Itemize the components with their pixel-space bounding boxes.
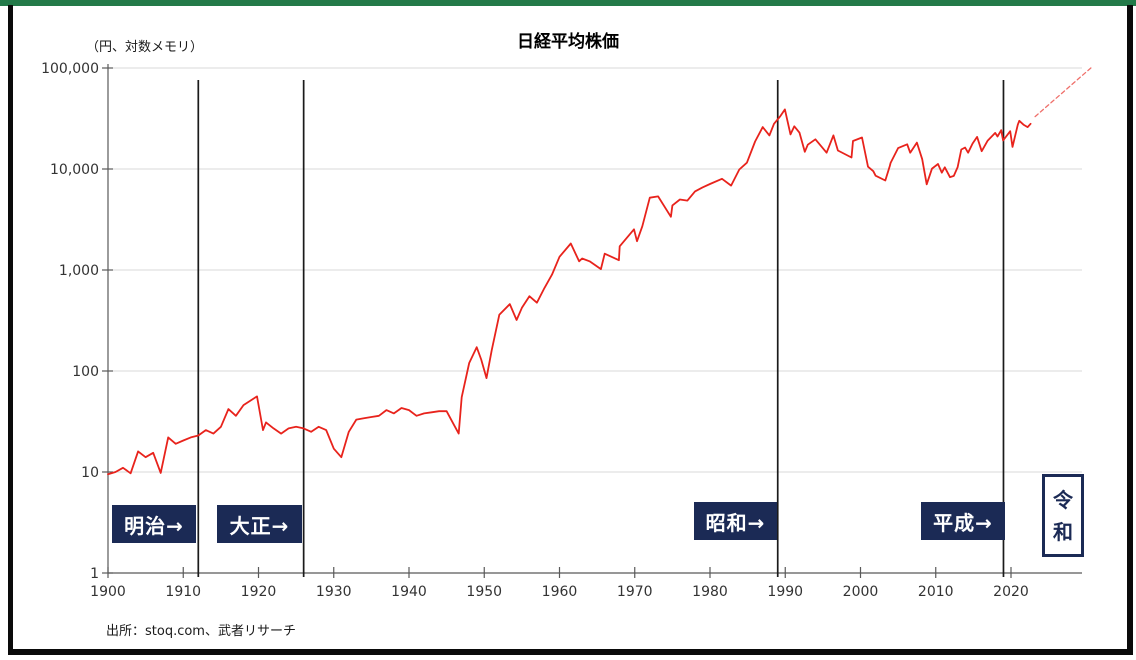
frame-border-left [8, 5, 13, 655]
y-tick-label: 10,000 [50, 162, 99, 178]
x-tick-label: 1990 [767, 584, 803, 600]
y-tick-label: 10 [81, 465, 99, 481]
era-label-taisho: 大正→ [217, 505, 302, 543]
x-tick-label: 1920 [241, 584, 277, 600]
x-tick-label: 1900 [90, 584, 126, 600]
x-tick-label: 2020 [993, 584, 1029, 600]
frame-border-right [1127, 5, 1133, 655]
x-tick-label: 1950 [466, 584, 502, 600]
era-label-meiji: 明治→ [112, 505, 196, 543]
y-tick-label: 100,000 [41, 61, 99, 77]
era-label-showa-text: 昭和→ [705, 510, 766, 535]
y-tick-label: 1 [90, 566, 99, 582]
era-label-reiwa: 令和 [1042, 474, 1084, 557]
era-label-meiji-text: 明治→ [124, 513, 184, 538]
era-label-heisei-text: 平成→ [933, 510, 993, 535]
x-tick-label: 1980 [692, 584, 728, 600]
y-tick-label: 1,000 [59, 263, 99, 279]
y-axis-unit-label: （円、対数メモリ） [86, 40, 204, 55]
source-note: 出所：stoq.com、武者リサーチ [106, 624, 296, 639]
x-tick-label: 1940 [391, 584, 427, 600]
nikkei-series-line [107, 108, 1032, 476]
frame-border-top [0, 0, 1136, 6]
era-label-showa: 昭和→ [694, 502, 777, 540]
x-tick-label: 2000 [843, 584, 879, 600]
era-label-taisho-text: 大正→ [229, 513, 290, 538]
era-label-reiwa-text: 令和 [1053, 487, 1073, 544]
x-tick-label: 1960 [542, 584, 578, 600]
x-tick-label: 2010 [918, 584, 954, 600]
era-label-heisei: 平成→ [921, 502, 1005, 540]
x-tick-label: 1970 [617, 584, 653, 600]
projection-dashed-line [1034, 66, 1093, 118]
frame-border-bottom [8, 649, 1133, 655]
chart-title: 日経平均株価 [517, 32, 619, 52]
x-tick-label: 1930 [316, 584, 352, 600]
y-tick-label: 100 [72, 364, 99, 380]
x-tick-label: 1910 [165, 584, 201, 600]
